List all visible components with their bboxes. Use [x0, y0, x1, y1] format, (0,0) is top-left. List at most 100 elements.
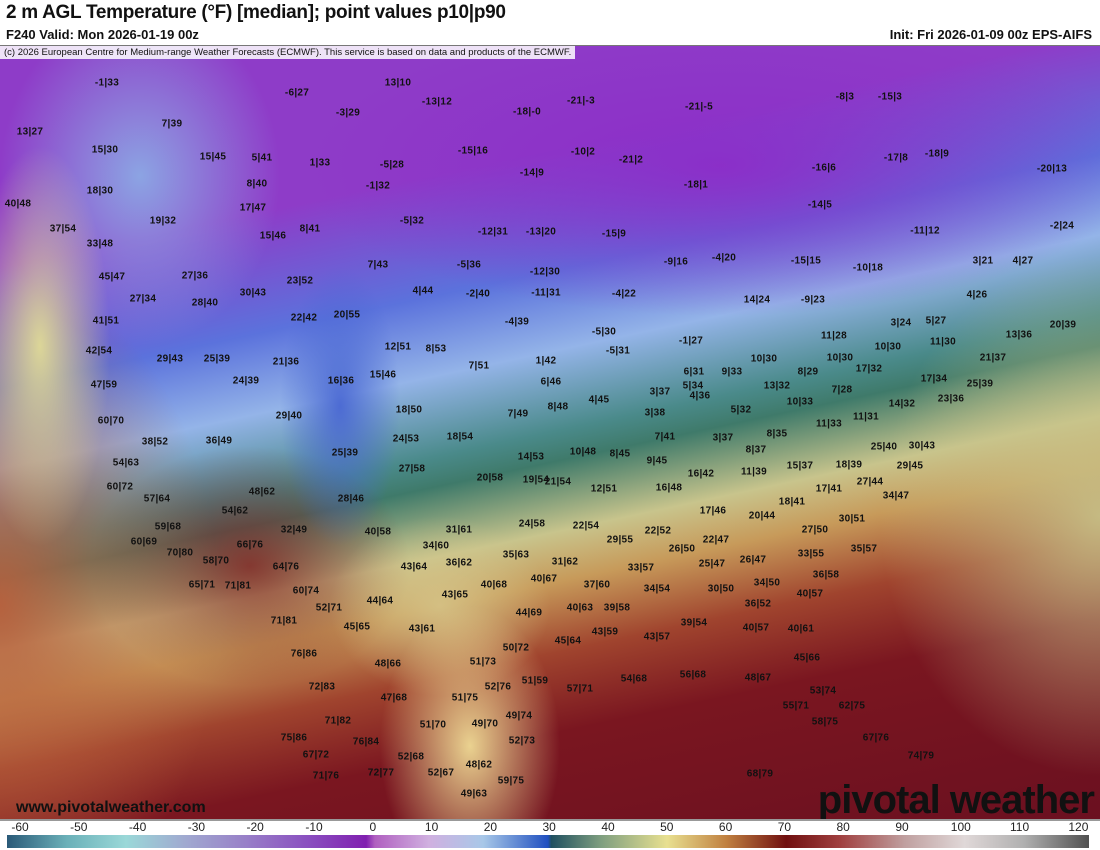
point-value-label: 30|43 — [908, 440, 936, 452]
colorbar-tick-label: 30 — [542, 820, 556, 834]
point-value-label: 39|58 — [603, 602, 631, 614]
point-value-label: 35|63 — [502, 549, 530, 561]
point-value-label: 60|69 — [130, 536, 158, 548]
point-value-label: -14|9 — [519, 167, 545, 179]
point-value-label: 47|68 — [380, 692, 408, 704]
point-value-label: 50|72 — [502, 642, 530, 654]
colorbar-tick-label: 50 — [660, 820, 674, 834]
point-value-label: 67|72 — [302, 749, 330, 761]
point-value-label: -11|12 — [910, 225, 940, 237]
point-value-label: 49|63 — [460, 788, 488, 800]
point-value-label: 19|54 — [522, 474, 550, 486]
point-value-label: -10|18 — [852, 262, 884, 274]
point-value-label: 7|41 — [654, 431, 676, 443]
point-value-label: 17|41 — [815, 483, 843, 495]
point-value-label: 51|59 — [521, 675, 549, 687]
point-value-label: 7|43 — [367, 259, 389, 271]
point-value-label: 40|57 — [742, 622, 770, 634]
colorbar-tick-label: 10 — [424, 820, 439, 834]
point-value-label: 51|73 — [469, 656, 497, 668]
point-value-label: 52|73 — [508, 735, 536, 747]
point-value-label: -1|33 — [94, 77, 120, 89]
point-value-label: 5|32 — [730, 404, 752, 416]
point-value-label: 40|58 — [364, 526, 392, 538]
point-value-label: 36|49 — [205, 435, 233, 447]
point-value-label: 17|32 — [855, 363, 883, 375]
point-value-label: 29|45 — [896, 460, 924, 472]
point-value-label: 13|10 — [384, 77, 412, 89]
point-value-label: 71|81 — [224, 580, 252, 592]
point-value-label: 20|44 — [748, 510, 776, 522]
point-value-label: 54|68 — [620, 673, 648, 685]
point-value-label: 34|47 — [882, 490, 910, 502]
point-value-label: 4|44 — [412, 285, 434, 297]
point-value-label: 36|62 — [445, 557, 473, 569]
point-value-label: -15|16 — [457, 145, 489, 157]
point-value-label: -21|2 — [618, 154, 644, 166]
point-value-label: 16|36 — [327, 375, 355, 387]
point-value-label: 8|40 — [246, 178, 268, 190]
point-value-label: -5|31 — [605, 345, 631, 357]
point-value-label: 76|84 — [352, 736, 380, 748]
point-value-label: 24|53 — [392, 433, 420, 445]
point-value-label: 11|31 — [853, 411, 879, 423]
point-value-label: 5|41 — [251, 152, 273, 164]
point-value-label: -5|30 — [591, 326, 617, 338]
point-value-label: 34|50 — [753, 577, 781, 589]
point-value-label: 40|57 — [796, 588, 824, 600]
colorbar-tick-label: 110 — [1010, 820, 1030, 834]
point-value-label: 9|45 — [646, 455, 668, 467]
temperature-map[interactable]: (c) 2026 European Centre for Medium-rang… — [0, 45, 1100, 821]
point-value-label: -8|3 — [835, 91, 855, 103]
point-value-label: 23|52 — [286, 275, 314, 287]
point-value-label: 17|46 — [699, 505, 727, 517]
point-value-label: 11|33 — [816, 418, 842, 430]
point-value-label: 22|52 — [644, 525, 672, 537]
point-value-label: 34|60 — [422, 540, 450, 552]
point-value-label: 18|30 — [86, 185, 114, 197]
point-value-label: 44|64 — [366, 595, 394, 607]
point-value-label: 14|32 — [888, 398, 916, 410]
point-value-label: 74|79 — [907, 750, 935, 762]
point-value-label: 52|76 — [484, 681, 512, 693]
point-value-label: 4|45 — [588, 394, 610, 406]
point-value-label: -20|13 — [1036, 163, 1068, 175]
point-value-label: -18|-0 — [513, 106, 541, 118]
point-value-label: 14|53 — [517, 451, 545, 463]
colorbar-tick-label: -50 — [70, 820, 88, 834]
point-value-label: 52|68 — [397, 751, 425, 763]
point-value-label: 31|62 — [551, 556, 579, 568]
point-value-label: -5|36 — [456, 259, 482, 271]
point-value-label: 11|30 — [930, 336, 956, 348]
point-value-label: 54|62 — [221, 505, 249, 517]
point-value-label: 3|38 — [644, 407, 666, 419]
point-value-label: -9|16 — [663, 256, 689, 268]
point-value-label: 23|36 — [937, 393, 965, 405]
point-value-label: 27|50 — [801, 524, 829, 536]
point-value-label: 17|34 — [920, 373, 948, 385]
point-value-label: 72|83 — [308, 681, 336, 693]
point-value-label: -11|31 — [531, 287, 561, 299]
point-value-label: 47|59 — [90, 379, 118, 391]
point-value-label: 49|74 — [505, 710, 533, 722]
colorbar-tick-label: 100 — [950, 820, 971, 834]
point-value-label: -10|2 — [570, 146, 596, 158]
point-value-label: 27|44 — [856, 476, 884, 488]
website-link[interactable]: www.pivotalweather.com — [16, 799, 206, 816]
point-value-label: 25|47 — [698, 558, 726, 570]
point-value-label: 8|35 — [766, 428, 788, 440]
pivotal-weather-logo: pivotal weather — [817, 778, 1095, 821]
point-value-label: 6|31 — [683, 366, 705, 378]
point-value-label: 45|66 — [793, 652, 821, 664]
point-value-label: 10|30 — [874, 341, 902, 353]
point-value-label: 4|26 — [966, 289, 988, 301]
point-value-label: 45|47 — [98, 271, 126, 283]
point-value-label: -18|9 — [924, 148, 950, 160]
point-value-label: 58|75 — [811, 716, 839, 728]
point-value-label: 48|62 — [248, 486, 276, 498]
point-value-label: 1|33 — [309, 157, 331, 169]
point-value-label: 54|63 — [112, 457, 140, 469]
point-value-label: 36|52 — [744, 598, 772, 610]
point-value-label: -9|23 — [800, 294, 826, 306]
point-value-label: 71|81 — [270, 615, 298, 627]
